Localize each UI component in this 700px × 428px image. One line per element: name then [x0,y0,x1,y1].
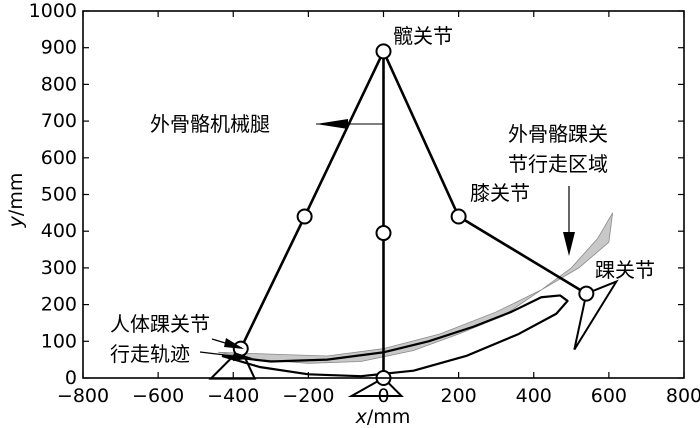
x-tick-label: 200 [440,385,476,407]
foot-right [573,279,619,351]
y-tick-label: 200 [41,294,77,316]
y-tick-label: 0 [65,367,77,389]
knee-joint-center [375,225,392,242]
exo-region-leader-arrow [563,232,575,256]
thigh-left [303,50,385,218]
knee-joint-left [296,208,313,225]
y-tick-label: 700 [41,110,77,132]
y-tick-label: 500 [41,184,77,206]
exo-ankle-region-label-line1: 外骨骼踝关 [508,122,608,146]
x-tick-label: 800 [666,385,700,407]
hip-joint-label: 髋关节 [393,24,453,48]
ankle-joint-right [578,285,595,302]
x-tick-label: 400 [516,385,552,407]
x-tick-label: 600 [591,385,627,407]
human-ankle-label-line1: 人体踝关节 [110,312,210,336]
exo-leg-leader-arrow [316,119,348,129]
y-tick-label: 400 [41,220,77,242]
y-tick-label: 300 [41,257,77,279]
labels-layer: y/mm x/mm 髋关节 外骨骼机械腿 膝关节 外骨骼踝关 节行走区域 踝关节… [5,24,655,428]
shank-right [457,215,588,295]
y-axis-label: y/mm [5,173,27,229]
exo-ankle-region-label-line2: 节行走区域 [508,152,608,176]
hip-joint [375,43,392,60]
x-tick-label: −200 [282,385,334,407]
human-ankle-trajectory [221,294,569,378]
y-tick-label: 1000 [29,0,77,22]
human-ankle-label-line2: 行走轨迹 [110,342,190,366]
y-tick-label: 100 [41,330,77,352]
shank-left [239,215,306,350]
x-tick-label: −400 [207,385,259,407]
knee-joint-right [450,208,467,225]
human-ankle-leader-1-arrow [224,338,244,349]
x-tick-label: −800 [57,385,109,407]
human-ankle-leader-2-arrow [233,352,252,361]
x-axis-label: x/mm [355,406,411,428]
exo-ankle-walking-region [218,212,614,364]
plot-frame [82,10,685,379]
y-tick-label: 900 [41,37,77,59]
exo-leg-label: 外骨骼机械腿 [150,112,270,136]
ankle-joint-label: 踝关节 [595,258,655,282]
region-layer [218,212,614,378]
knee-joint-label: 膝关节 [470,181,530,205]
x-tick-label: −600 [132,385,184,407]
ticks-layer: −800 −600 −400 −200 0 200 400 600 80001002003004… [29,0,700,407]
foot-center [347,376,404,397]
y-tick-label: 600 [41,147,77,169]
leaders-layer [199,119,575,361]
y-tick-label: 800 [41,73,77,95]
thigh-right [382,50,460,218]
